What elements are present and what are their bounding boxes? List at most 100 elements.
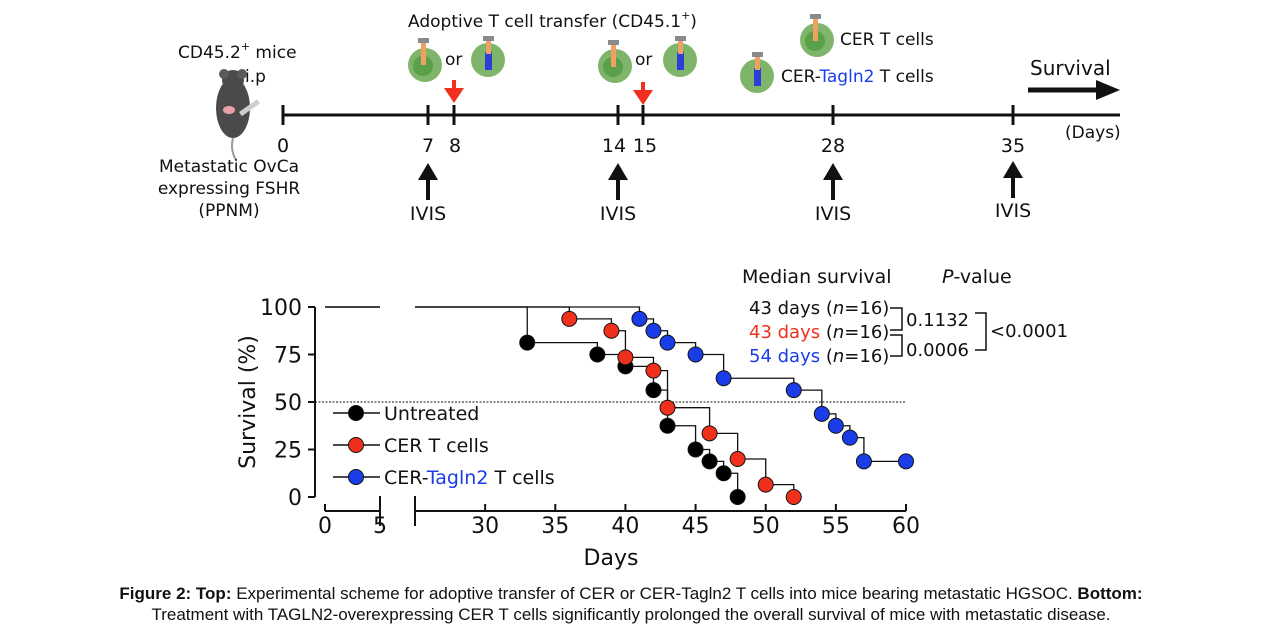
censor-marker: [855, 453, 872, 470]
route-label: i.p: [245, 67, 266, 87]
censor-marker: [715, 465, 732, 482]
figure-caption: Figure 2: Top: Experimental scheme for a…: [0, 583, 1262, 625]
legend-marker: [348, 405, 364, 421]
censor-marker: [715, 370, 732, 387]
survival-arrowhead: [1096, 80, 1120, 100]
censor-marker: [687, 441, 704, 458]
p-value-pair-2: 0.0006: [906, 340, 969, 361]
x-tick-label: 50: [752, 514, 780, 539]
mouse-label: CD45.2+ mice: [178, 40, 297, 63]
cer-tagln2-t-cell-icon: [471, 36, 505, 77]
ivis-label: IVIS: [410, 203, 446, 225]
p-value-header: P-value: [942, 266, 1012, 288]
mouse-icon: [216, 69, 260, 161]
y-tick-label: 25: [274, 439, 302, 464]
chart-legend: Untreated CER T cells CER-Tagln2 T cells: [333, 403, 555, 489]
censor-marker: [841, 429, 858, 446]
p-value-pair-1: 0.1132: [906, 310, 969, 331]
ivis-arrow-icon: [418, 163, 438, 200]
censor-marker: [519, 334, 536, 351]
censor-marker: [898, 453, 914, 470]
x-tick-label: 60: [892, 514, 920, 539]
cer-t-cell-icon: [408, 38, 442, 82]
legend-marker: [348, 469, 364, 485]
day-tick-label: 28: [821, 135, 845, 157]
stats-panel: Median survival P-value 43 days (n=16) 4…: [742, 266, 1068, 367]
timeline-ticks: [281, 105, 1015, 125]
ivis-arrow-icon: [608, 163, 628, 200]
censor-marker: [729, 489, 746, 505]
x-axis-label: Days: [584, 546, 639, 571]
ivis-label: IVIS: [600, 203, 636, 225]
censor-marker: [645, 322, 662, 339]
censor-marker: [785, 489, 802, 505]
day-tick-label: 14: [602, 135, 626, 157]
experimental-scheme: CD45.2+ mice i.p Metastatic OvCa express…: [158, 9, 1121, 225]
censor-marker: [645, 382, 662, 399]
y-tick-label: 0: [288, 486, 302, 511]
cer-t-cell-icon: [598, 40, 632, 83]
x-tick-label: 30: [471, 514, 499, 539]
transfer-title: Adoptive T cell transfer (CD45.1+): [408, 9, 697, 32]
legend-tagln2-label: CER-Tagln2 T cells: [781, 67, 934, 87]
censor-marker: [645, 362, 662, 379]
day-tick-label: 7: [422, 135, 434, 157]
day-tick-label: 8: [449, 135, 461, 157]
median-survival-header: Median survival: [742, 266, 892, 288]
median-row-untreated: 43 days (n=16): [749, 298, 889, 319]
censor-marker: [603, 322, 620, 339]
caption-bottom-text: Treatment with TAGLN2-overexpressing CER…: [151, 605, 1111, 624]
x-tick-label: 40: [611, 514, 639, 539]
censor-marker: [701, 453, 718, 470]
svg-text:Metastatic OvCa: Metastatic OvCa: [159, 157, 299, 177]
tumor-label: Metastatic OvCa expressing FSHR (PPNM): [158, 157, 301, 221]
censor-marker: [659, 399, 676, 416]
legend-cer-label: CER T cells: [840, 30, 934, 50]
caption-top-label: Figure 2: Top:: [119, 584, 232, 603]
censor-marker: [659, 334, 676, 351]
x-tick-label: 0: [318, 514, 332, 539]
transfer-arrow-icon: [444, 80, 464, 103]
x-tick-label: 55: [822, 514, 850, 539]
legend-label: CER-Tagln2 T cells: [384, 467, 555, 489]
survival-curve-2: [415, 306, 795, 497]
x-tick-label: 45: [682, 514, 710, 539]
censor-marker: [687, 346, 704, 363]
y-axis-label: Survival (%): [236, 335, 261, 469]
ivis-label: IVIS: [995, 200, 1031, 222]
censor-marker: [561, 310, 578, 327]
ivis-arrow-icon: [823, 163, 843, 200]
caption-top-text: Experimental scheme for adoptive transfe…: [231, 584, 1078, 603]
y-tick-label: 75: [274, 344, 302, 369]
legend-marker: [348, 437, 364, 453]
svg-text:(PPNM): (PPNM): [198, 201, 259, 221]
ivis-label: IVIS: [815, 203, 851, 225]
median-row-tagln2: 54 days (n=16): [749, 346, 889, 367]
x-tick-label: 5: [373, 514, 387, 539]
ivis-arrow-icon: [1003, 161, 1023, 198]
censor-marker: [617, 349, 634, 366]
legend-tagln2-cell-icon: [740, 52, 774, 93]
caption-bottom-label: Bottom:: [1077, 584, 1143, 603]
censor-marker: [701, 425, 718, 442]
median-row-cer: 43 days (n=16): [749, 322, 889, 343]
p-value-brackets: [890, 307, 987, 357]
day-tick-label: 0: [277, 135, 289, 157]
censor-marker: [757, 476, 774, 493]
censor-marker: [631, 310, 648, 327]
day-tick-label: 35: [1001, 135, 1025, 157]
days-unit-label: (Days): [1065, 123, 1121, 143]
svg-text:expressing FSHR: expressing FSHR: [158, 179, 301, 199]
chart-axes: 0 25 50 75 100 0 5 30 35 40 45 50 55 60: [260, 296, 920, 539]
censor-marker: [659, 417, 676, 434]
legend-cer-cell-icon: [800, 14, 834, 57]
survival-label: Survival: [1030, 56, 1111, 80]
chart-markers: [519, 310, 914, 505]
legend-label: CER T cells: [384, 435, 489, 457]
survival-chart: 0 25 50 75 100 0 5 30 35 40 45 50 55 60 Untreated CER …: [236, 266, 1068, 571]
y-tick-label: 50: [274, 391, 302, 416]
x-tick-label: 35: [541, 514, 569, 539]
cer-tagln2-t-cell-icon: [663, 36, 697, 77]
transfer-arrow-icon: [633, 82, 653, 105]
censor-marker: [589, 346, 606, 363]
